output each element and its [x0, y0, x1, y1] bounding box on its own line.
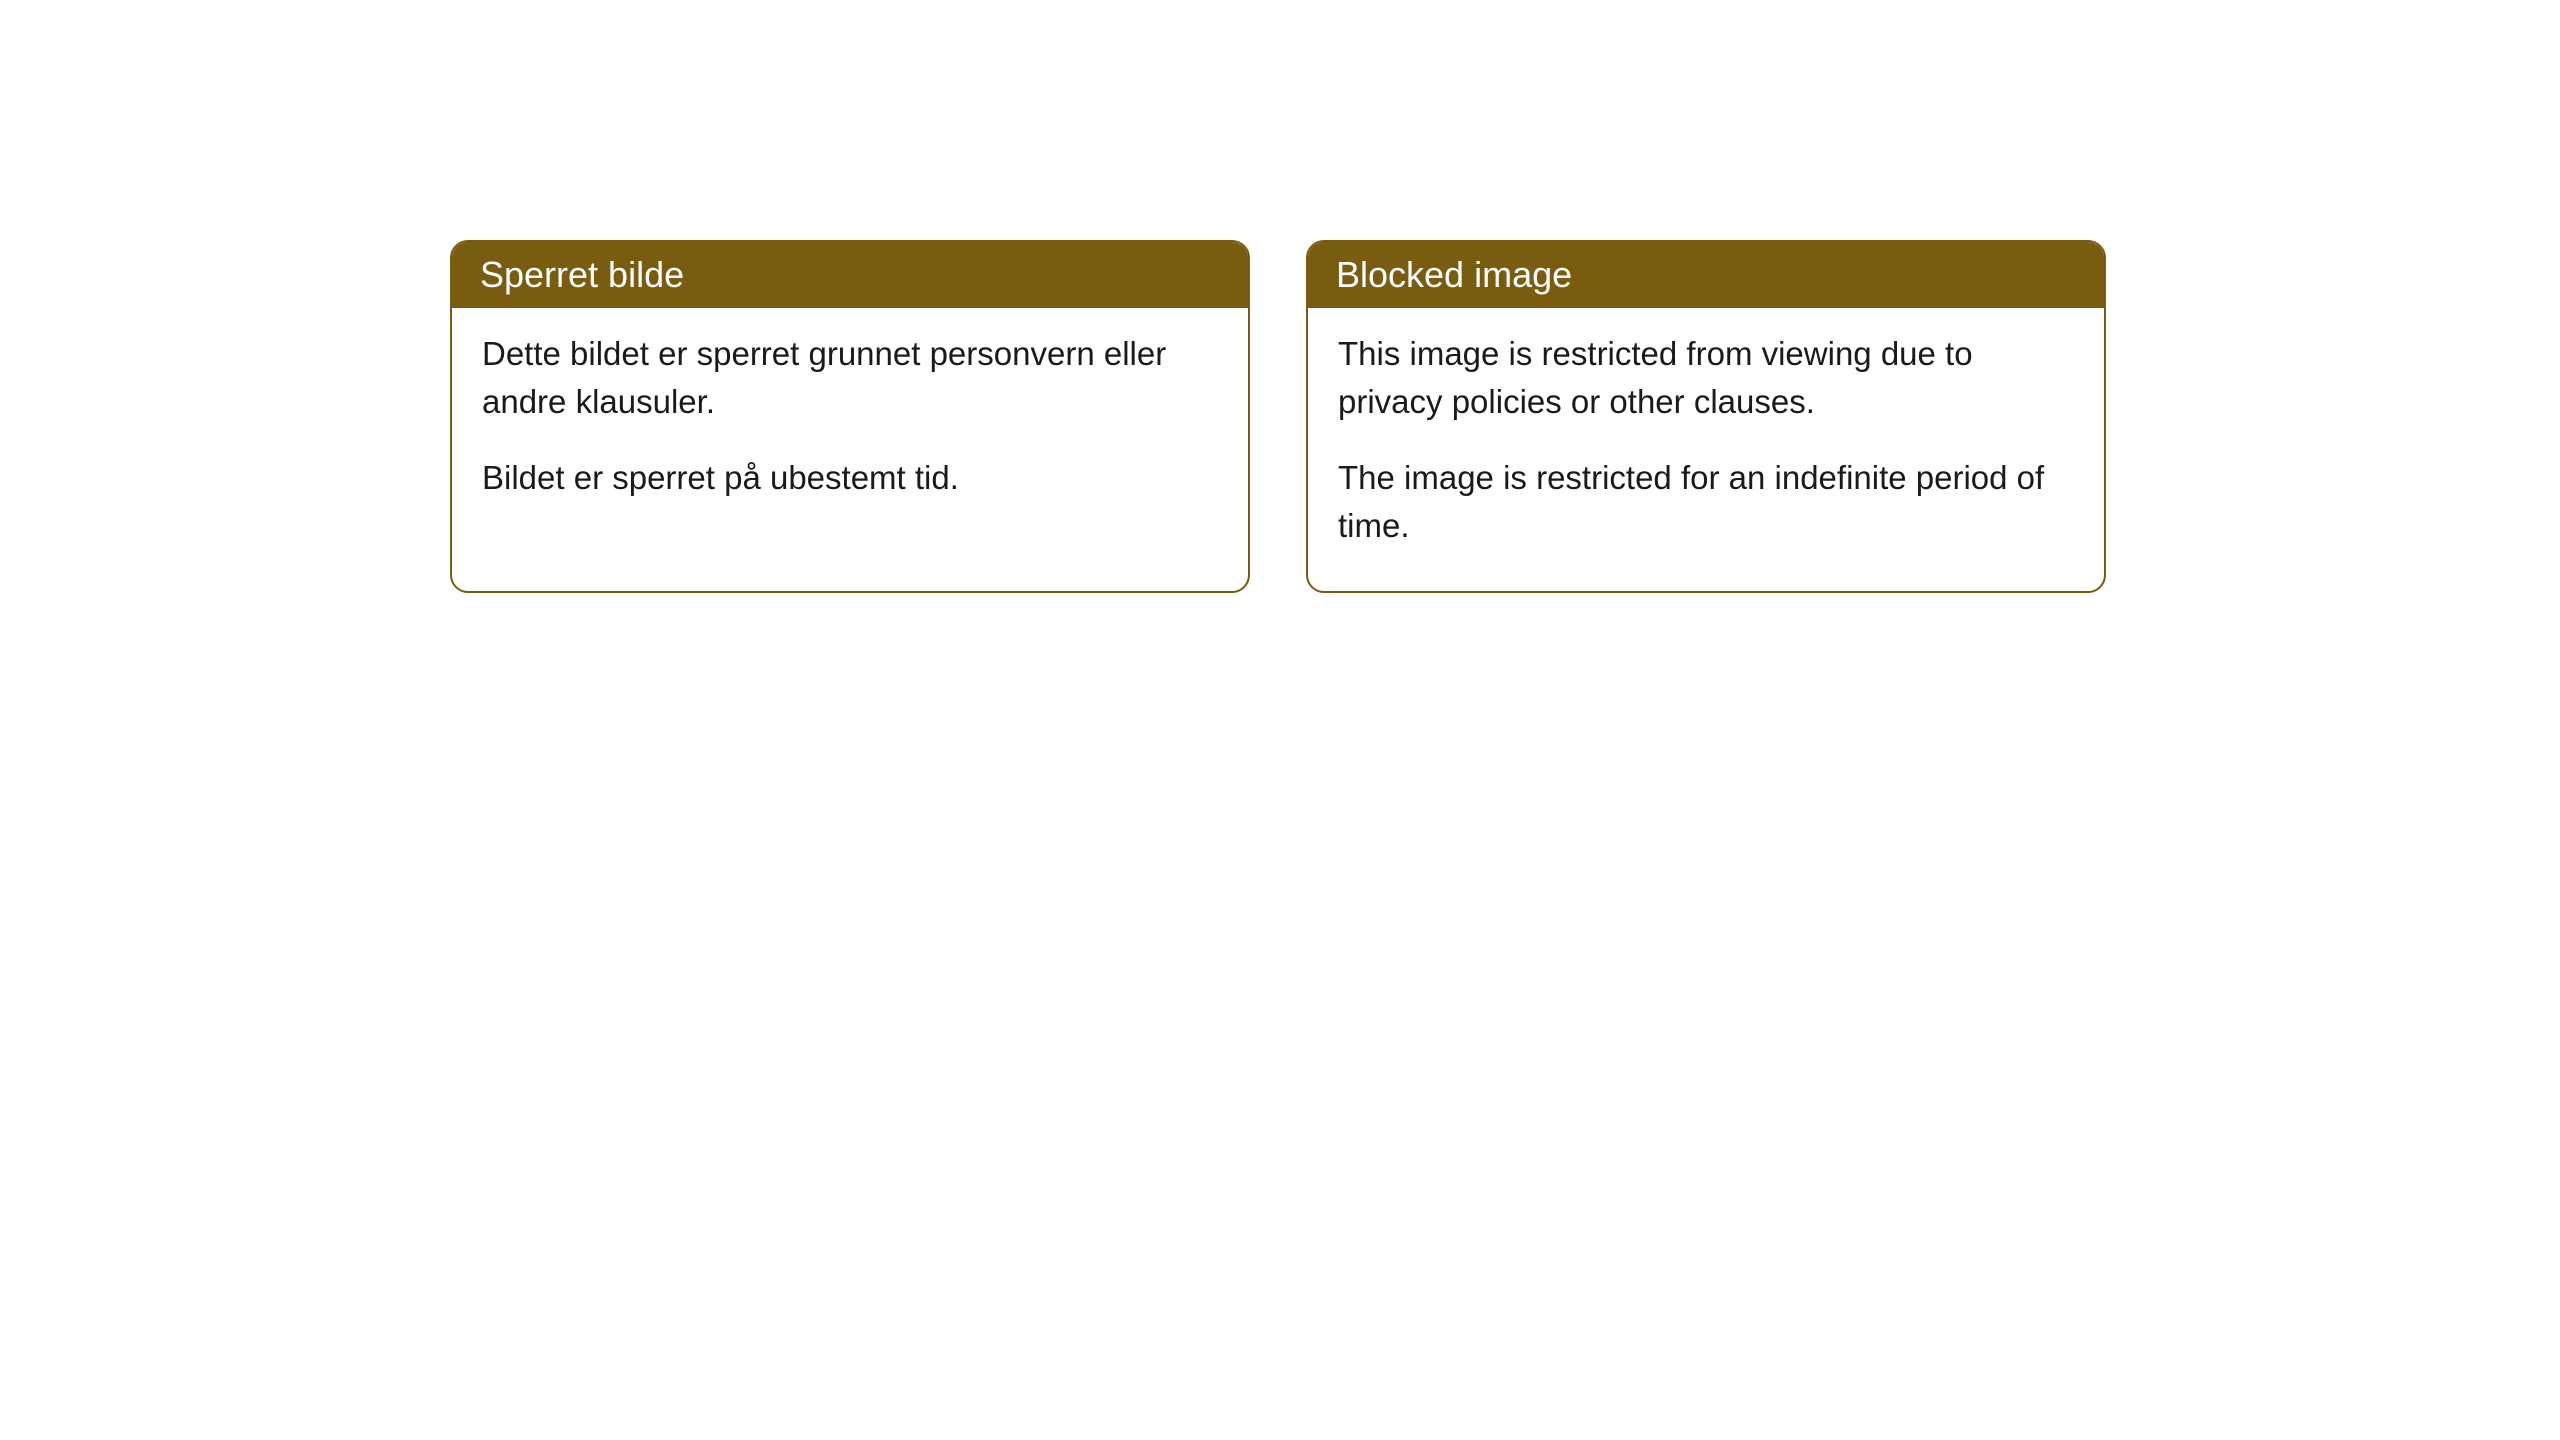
card-body-no: Dette bildet er sperret grunnet personve… — [452, 308, 1248, 544]
blocked-image-card-en: Blocked image This image is restricted f… — [1306, 240, 2106, 593]
card-title-en: Blocked image — [1308, 242, 2104, 308]
card-paragraph-2-en: The image is restricted for an indefinit… — [1338, 454, 2074, 550]
card-paragraph-2-no: Bildet er sperret på ubestemt tid. — [482, 454, 1218, 502]
blocked-image-cards: Sperret bilde Dette bildet er sperret gr… — [450, 240, 2560, 593]
card-title-no: Sperret bilde — [452, 242, 1248, 308]
card-paragraph-1-en: This image is restricted from viewing du… — [1338, 330, 2074, 426]
card-paragraph-1-no: Dette bildet er sperret grunnet personve… — [482, 330, 1218, 426]
card-body-en: This image is restricted from viewing du… — [1308, 308, 2104, 591]
blocked-image-card-no: Sperret bilde Dette bildet er sperret gr… — [450, 240, 1250, 593]
